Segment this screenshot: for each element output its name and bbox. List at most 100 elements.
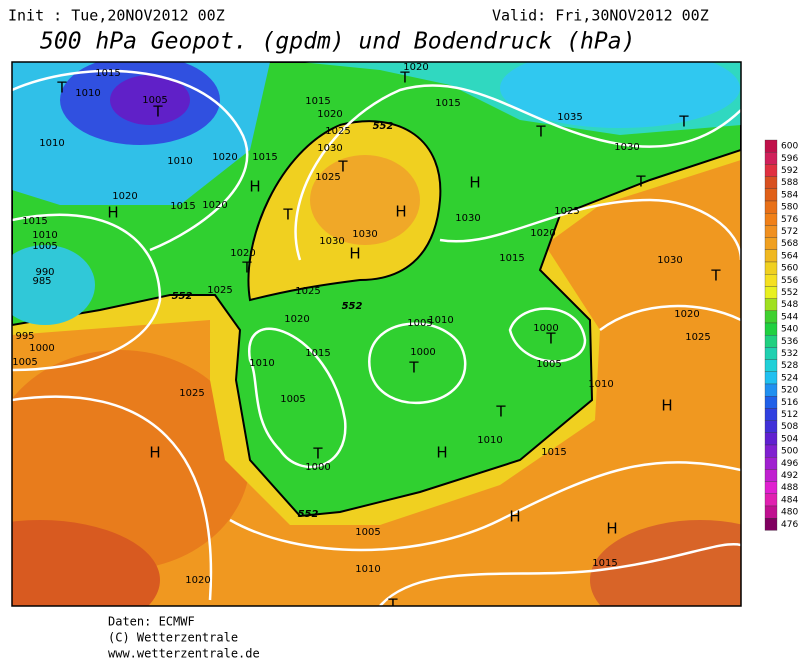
isobar — [12, 69, 249, 252]
isobar-label: 1010 — [588, 379, 613, 390]
field — [310, 155, 420, 245]
isobar-label: 1025 — [179, 388, 204, 399]
legend-level: 488 — [781, 483, 798, 493]
isobar-label: 1020 — [284, 314, 309, 325]
pressure-center: T — [545, 330, 556, 348]
legend-level: 540 — [781, 325, 798, 335]
isobar-label: 1020 — [185, 575, 210, 586]
field — [110, 75, 190, 125]
legend-swatch — [764, 139, 778, 153]
isobar — [248, 327, 347, 468]
legend-level: 560 — [781, 264, 798, 274]
isobar-label: 1005 — [12, 357, 37, 368]
legend-swatch — [764, 444, 778, 458]
legend-swatch — [764, 383, 778, 397]
isobar-label: 1005 — [407, 318, 432, 329]
footer-url: www.wetterzentrale.de — [108, 647, 260, 661]
isobar — [439, 198, 741, 261]
isobar-label: 1010 — [75, 88, 100, 99]
legend-swatch — [764, 481, 778, 494]
legend-swatch — [764, 359, 778, 372]
legend-swatch — [764, 322, 778, 336]
isobar-label: 1025 — [554, 206, 579, 217]
legend-level: 480 — [781, 508, 798, 518]
legend-swatch — [764, 518, 778, 531]
legend-swatch — [764, 249, 778, 263]
pressure-center: H — [395, 203, 406, 221]
legend-level: 500 — [781, 447, 798, 457]
pressure-center: T — [312, 445, 323, 463]
legend-level: 564 — [781, 251, 798, 261]
legend-swatch — [764, 176, 778, 189]
isobar-label: 1005 — [536, 359, 561, 370]
field — [12, 245, 95, 325]
legend-level: 524 — [781, 373, 798, 383]
pressure-center: H — [606, 520, 617, 538]
pressure-center: T — [678, 113, 689, 131]
isobar-label: 985 — [32, 276, 51, 287]
legend-level: 600 — [781, 142, 798, 152]
pressure-center: H — [249, 178, 260, 196]
pressure-center: T — [535, 123, 546, 141]
init-time: Init : Tue,20NOV2012 00Z — [8, 7, 225, 25]
isobar — [294, 84, 741, 261]
legend-level: 484 — [781, 495, 798, 505]
isobar-label: 1010 — [249, 358, 274, 369]
isobar-label: 1005 — [32, 241, 57, 252]
legend-level: 552 — [781, 288, 798, 298]
legend-swatch — [764, 274, 778, 287]
legend-swatch — [764, 396, 778, 409]
legend-swatch — [764, 347, 778, 360]
pressure-center: T — [635, 173, 646, 191]
isobar — [368, 322, 467, 405]
legend-swatch — [764, 261, 778, 275]
isobar-label: 1030 — [657, 255, 682, 266]
legend-swatch — [764, 286, 778, 299]
legend-swatch — [764, 213, 778, 226]
legend-swatch — [764, 310, 778, 324]
isobar-label: 1010 — [39, 138, 64, 149]
isobar-label: 1005 — [280, 394, 305, 405]
isobar-label: 1010 — [428, 315, 453, 326]
pressure-center: T — [337, 158, 348, 176]
isobar-label: 1030 — [317, 143, 342, 154]
pressure-center: T — [282, 206, 293, 224]
pressure-center: H — [436, 444, 447, 462]
legend-swatch — [764, 152, 778, 165]
pressure-center: T — [387, 596, 398, 614]
isobar — [599, 304, 741, 332]
legend-swatch — [764, 420, 778, 433]
isobar-label: 1000 — [533, 323, 558, 334]
isobar-label: 1030 — [455, 213, 480, 224]
legend-swatch — [764, 237, 778, 250]
legend-level: 548 — [781, 300, 798, 310]
pressure-center: H — [349, 245, 360, 263]
isobar-label: 1020 — [403, 62, 428, 73]
isobar-label: 1010 — [167, 156, 192, 167]
isobar — [229, 461, 741, 552]
legend-level: 596 — [781, 154, 798, 164]
isobar-label: 1025 — [207, 285, 232, 296]
legend-swatch — [764, 225, 778, 238]
isobar-label: 1000 — [29, 343, 54, 354]
legend-swatch — [764, 200, 778, 214]
isobar-label: 1015 — [22, 216, 47, 227]
legend-level: 504 — [781, 434, 798, 444]
isobar-label: 1015 — [592, 558, 617, 569]
legend-level: 496 — [781, 459, 798, 469]
legend-level: 492 — [781, 471, 798, 481]
isobar-label: 1000 — [410, 347, 435, 358]
legend-swatch — [764, 188, 778, 202]
map-frame — [11, 61, 742, 607]
isobar-label: 990 — [35, 267, 54, 278]
legend-level: 580 — [781, 203, 798, 213]
field — [12, 350, 250, 570]
legend-level: 544 — [781, 312, 798, 322]
pressure-center: T — [495, 403, 506, 421]
footer-copyright: (C) Wetterzentrale — [108, 631, 238, 645]
isobar-label: 1020 — [212, 152, 237, 163]
pressure-center: H — [509, 508, 520, 526]
field — [12, 520, 160, 606]
